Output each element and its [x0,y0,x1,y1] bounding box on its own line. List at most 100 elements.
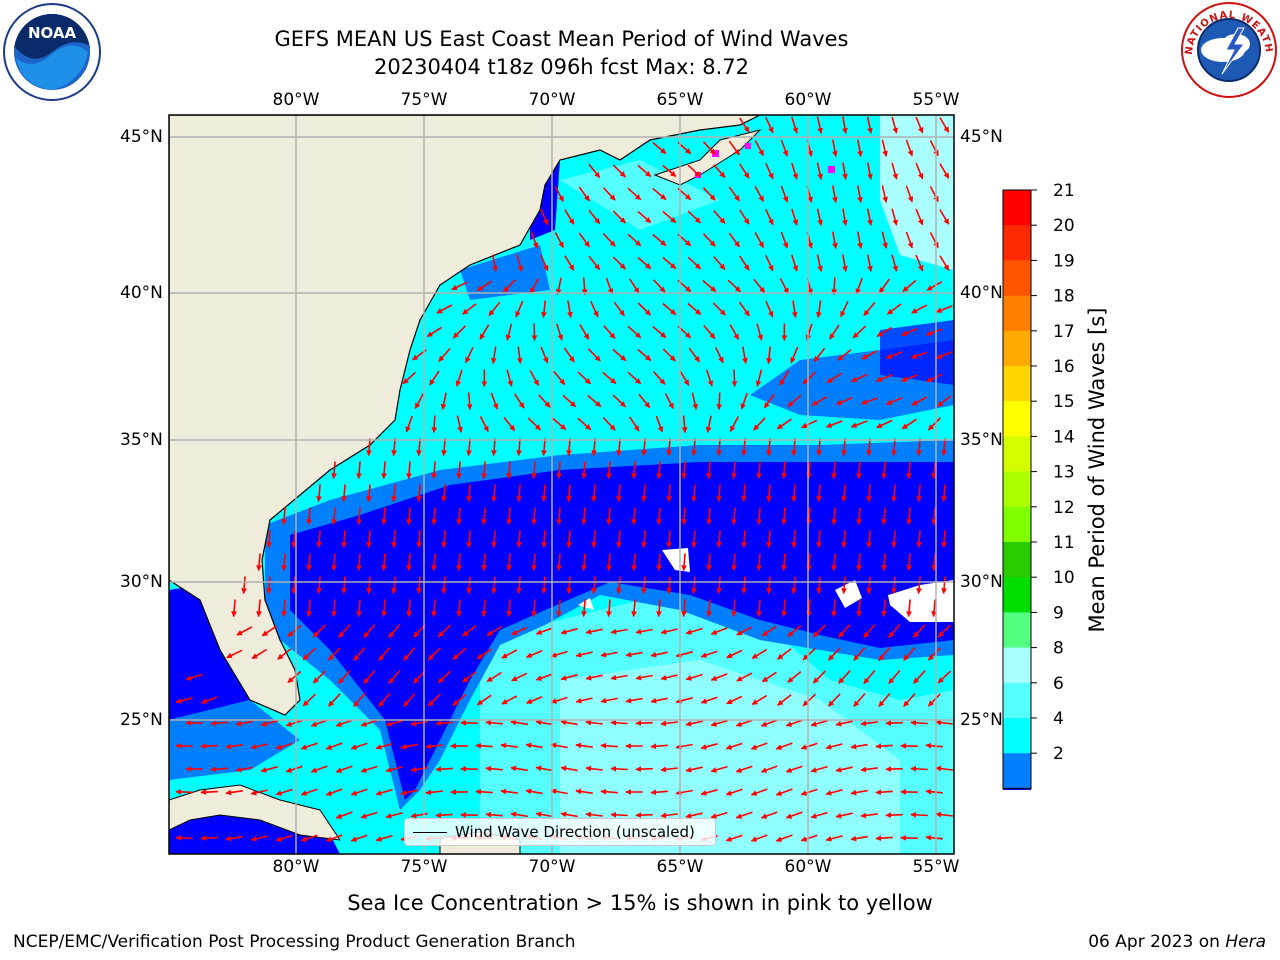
direction-arrow [435,812,453,819]
direction-arrow [727,279,742,293]
direction-arrow [857,139,863,157]
direction-arrow [535,673,553,681]
direction-arrow [175,835,193,841]
direction-arrow [515,300,524,318]
direction-arrow [556,461,562,480]
direction-arrow [501,695,518,705]
direction-arrow [825,420,843,428]
direction-arrow [485,811,503,818]
direction-arrow [616,438,622,457]
direction-arrow [356,461,362,480]
direction-arrow [691,438,697,457]
direction-arrow [713,210,726,224]
direction-arrow [381,461,387,480]
direction-arrow [925,742,943,749]
direction-arrow [635,766,653,772]
direction-arrow [888,623,901,639]
direction-arrow [525,650,543,658]
direction-arrow [631,461,637,480]
direction-arrow [811,396,828,406]
direction-arrow [816,576,822,595]
direction-arrow [250,789,268,796]
direction-arrow [840,300,849,318]
direction-arrow [825,789,843,796]
direction-arrow [466,576,472,595]
direction-arrow [885,812,903,818]
direction-arrow [506,553,512,572]
national-weather-service-logo: NATIONAL WEATHER SERVICE [1178,0,1277,98]
direction-arrow [710,811,728,819]
direction-arrow [556,553,562,572]
direction-arrow [410,812,428,819]
direction-arrow [635,720,653,726]
direction-arrow [406,599,412,618]
direction-arrow [416,438,422,457]
direction-arrow [535,719,553,726]
colorbar-tick-label: 2 [1053,744,1064,764]
direction-arrow [436,304,453,314]
direction-arrow [761,671,777,683]
sea-ice-cell [745,143,751,149]
direction-arrow [531,323,538,342]
direction-arrow [438,348,451,362]
direction-arrow [781,553,787,572]
direction-arrow [716,392,723,411]
direction-arrow [800,742,818,750]
direction-arrow [350,742,368,750]
direction-arrow [527,417,542,431]
direction-arrow [902,279,917,293]
direction-arrow [281,507,287,526]
direction-arrow [331,507,337,526]
direction-arrow [688,347,701,363]
direction-arrow [666,576,672,595]
colorbar-segment [1003,577,1031,613]
direction-arrow [391,530,397,549]
direction-arrow [287,670,302,684]
colorbar-segment [1003,330,1031,367]
direction-arrow [856,599,862,618]
direction-arrow [916,438,922,457]
noaa-logo: NOAA [3,3,101,101]
direction-arrow [525,788,543,795]
direction-arrow [660,674,678,681]
colorbar-segment [1003,718,1031,754]
footer-date-text: 06 Apr 2023 on [1088,932,1226,952]
direction-arrow [700,696,718,704]
direction-arrow [765,254,774,272]
direction-arrow [860,720,878,727]
direction-arrow [456,461,462,480]
colorbar-tick-label: 6 [1053,674,1064,694]
direction-arrow [452,325,466,339]
direction-arrow [856,553,862,572]
direction-arrow [655,415,664,433]
direction-arrow [310,719,328,727]
direction-arrow [375,834,393,842]
direction-arrow [452,693,467,707]
direction-arrow [660,628,678,635]
direction-arrow [660,720,678,727]
colorbar-tick-label: 15 [1053,392,1075,412]
land-cuba [169,784,342,841]
direction-arrow [575,651,593,658]
direction-arrow [510,811,528,818]
direction-arrow [491,438,497,457]
direction-arrow [888,669,901,685]
direction-arrow [901,418,917,430]
longitude-label-bottom: 75°W [400,857,448,877]
direction-arrow [175,743,193,749]
colorbar-frame [1002,189,1032,789]
direction-arrow [251,648,268,660]
direction-arrow [825,835,843,842]
direction-arrow [885,766,903,772]
latitude-label-left: 40°N [120,283,163,303]
direction-arrow [464,346,474,364]
colorbar-segment [1003,753,1031,789]
direction-arrow [516,530,522,549]
direction-arrow [605,277,614,295]
direction-arrow [702,279,717,293]
direction-arrow [486,671,503,683]
direction-arrow [500,742,518,749]
direction-arrow [802,647,817,661]
direction-arrow [650,697,668,704]
direction-arrow [685,673,703,681]
